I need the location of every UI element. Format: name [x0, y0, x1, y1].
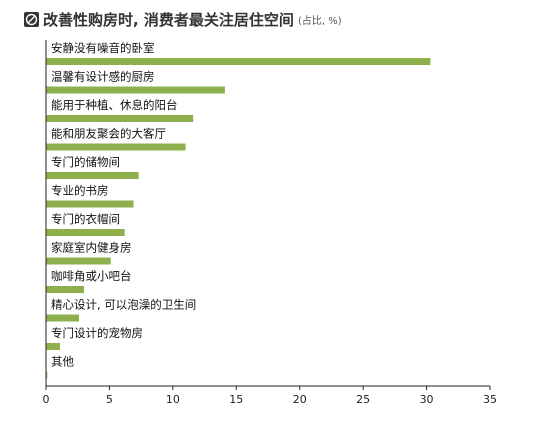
x-tick-label: 20 — [293, 393, 307, 406]
category-label: 专业的书房 — [51, 184, 109, 198]
category-label: 家庭室内健身房 — [51, 241, 132, 255]
category-label: 能和朋友聚会的大客厅 — [51, 127, 166, 141]
category-label: 温馨有设计感的厨房 — [51, 70, 155, 84]
bar — [46, 200, 134, 208]
bar — [46, 314, 79, 322]
bar — [46, 343, 60, 350]
x-tick-label: 0 — [43, 393, 50, 406]
x-tick-label: 35 — [483, 393, 497, 406]
bar — [46, 143, 186, 151]
category-label: 能用于种植、休息的阳台 — [51, 98, 178, 112]
bar — [46, 371, 48, 379]
bar — [46, 286, 85, 293]
x-tick-label: 5 — [106, 393, 113, 406]
leaf-badge-icon — [24, 11, 39, 27]
bars-layer: 安静没有噪音的卧室温馨有设计感的厨房能用于种植、休息的阳台能和朋友聚会的大客厅专… — [46, 41, 431, 379]
category-label: 安静没有噪音的卧室 — [51, 41, 155, 55]
chart-subtitle: (占比, %) — [297, 15, 342, 27]
x-axis: 0 5 10 15 20 25 30 35 — [43, 40, 497, 406]
bar — [46, 58, 431, 65]
x-tick-label: 15 — [229, 393, 243, 406]
x-tick-label: 30 — [420, 393, 434, 406]
bar — [46, 86, 225, 94]
x-tick-label: 10 — [166, 393, 180, 406]
bar — [46, 229, 125, 236]
chart-header: 改善性购房时, 消费者最关注居住空间 (占比, %) — [24, 8, 342, 30]
bar — [46, 172, 139, 179]
category-label: 专门设计的宠物房 — [51, 326, 143, 340]
chart-title: 改善性购房时, 消费者最关注居住空间 — [43, 10, 294, 29]
category-label: 精心设计, 可以泡澡的卫生间 — [51, 298, 196, 312]
category-label: 专门的衣帽间 — [51, 212, 120, 226]
bar — [46, 257, 111, 265]
category-label: 其他 — [51, 355, 74, 369]
x-tick-label: 25 — [356, 393, 370, 406]
category-label: 咖啡角或小吧台 — [51, 269, 132, 283]
bar — [46, 115, 194, 122]
category-label: 专门的储物间 — [51, 155, 120, 169]
